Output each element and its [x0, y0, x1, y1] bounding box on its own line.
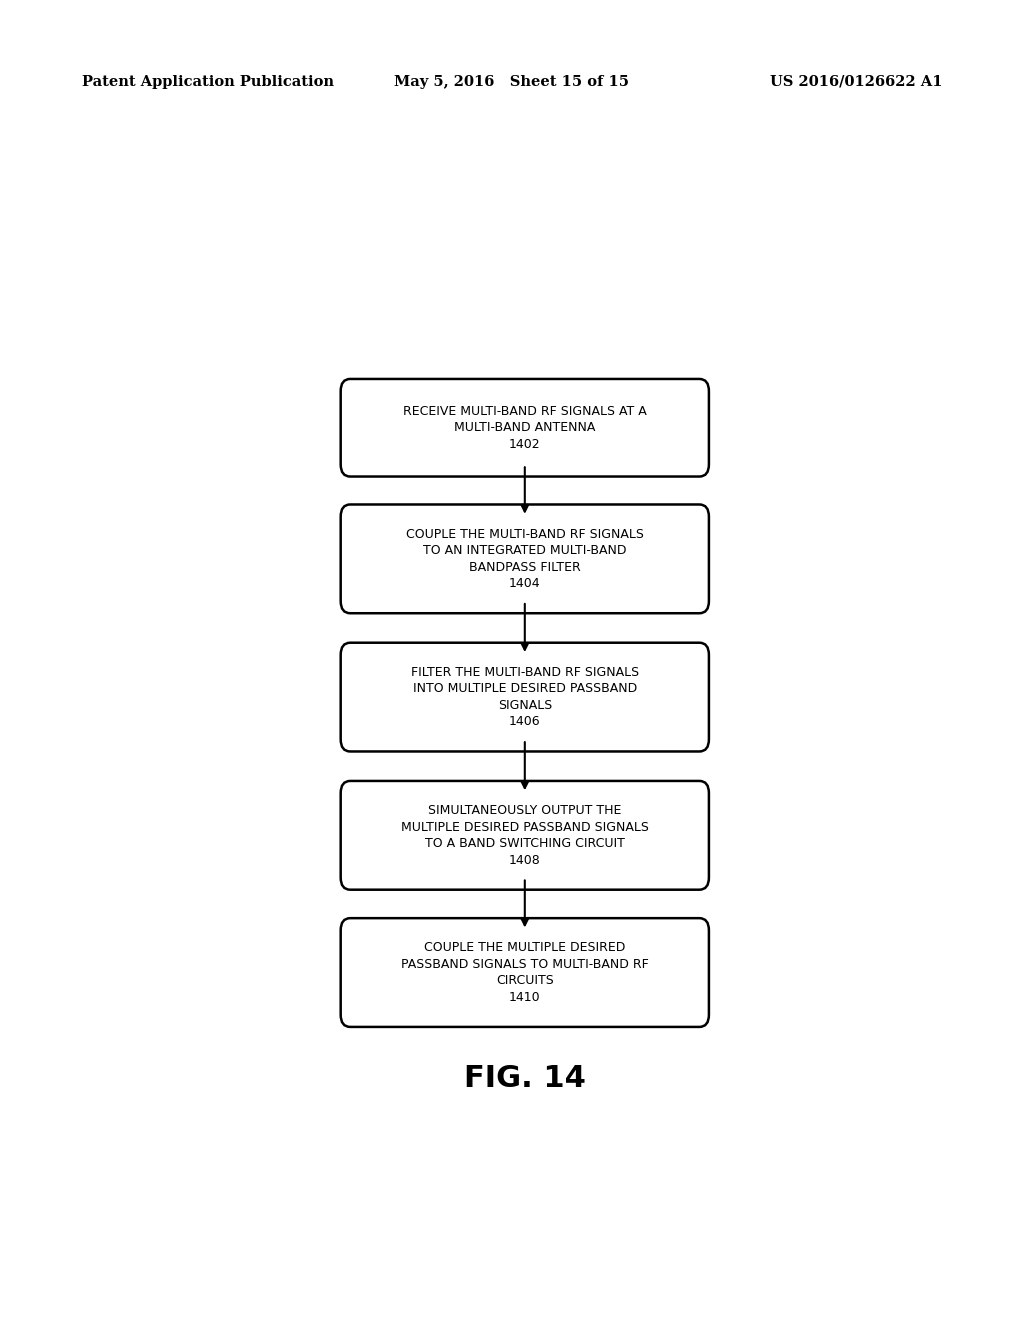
FancyBboxPatch shape [341, 643, 709, 751]
Text: COUPLE THE MULTI-BAND RF SIGNALS
TO AN INTEGRATED MULTI-BAND
BANDPASS FILTER
140: COUPLE THE MULTI-BAND RF SIGNALS TO AN I… [406, 528, 644, 590]
FancyBboxPatch shape [341, 919, 709, 1027]
Text: FIG. 14: FIG. 14 [464, 1064, 586, 1093]
FancyBboxPatch shape [341, 379, 709, 477]
Text: FILTER THE MULTI-BAND RF SIGNALS
INTO MULTIPLE DESIRED PASSBAND
SIGNALS
1406: FILTER THE MULTI-BAND RF SIGNALS INTO MU… [411, 665, 639, 729]
Text: RECEIVE MULTI-BAND RF SIGNALS AT A
MULTI-BAND ANTENNA
1402: RECEIVE MULTI-BAND RF SIGNALS AT A MULTI… [402, 405, 647, 450]
FancyBboxPatch shape [341, 781, 709, 890]
Text: May 5, 2016   Sheet 15 of 15: May 5, 2016 Sheet 15 of 15 [394, 75, 630, 88]
Text: Patent Application Publication: Patent Application Publication [82, 75, 334, 88]
FancyBboxPatch shape [341, 504, 709, 614]
Text: COUPLE THE MULTIPLE DESIRED
PASSBAND SIGNALS TO MULTI-BAND RF
CIRCUITS
1410: COUPLE THE MULTIPLE DESIRED PASSBAND SIG… [401, 941, 648, 1003]
Text: US 2016/0126622 A1: US 2016/0126622 A1 [770, 75, 942, 88]
Text: SIMULTANEOUSLY OUTPUT THE
MULTIPLE DESIRED PASSBAND SIGNALS
TO A BAND SWITCHING : SIMULTANEOUSLY OUTPUT THE MULTIPLE DESIR… [400, 804, 649, 866]
